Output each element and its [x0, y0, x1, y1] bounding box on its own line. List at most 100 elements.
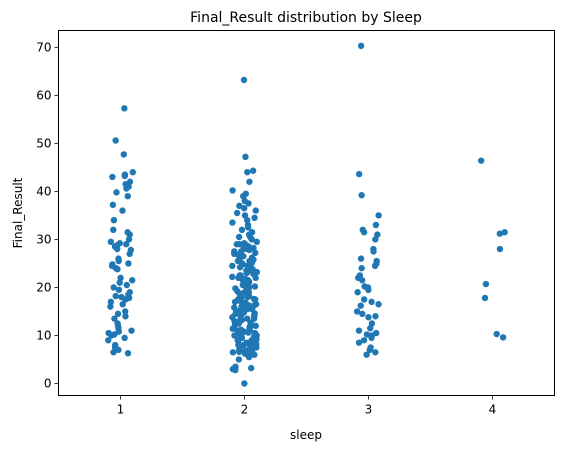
data-point: [249, 167, 257, 174]
x-tick-label: 4: [489, 403, 497, 417]
data-points: [105, 42, 508, 387]
data-point: [372, 313, 379, 320]
data-point: [229, 187, 236, 194]
x-axis-label: sleep: [290, 428, 322, 442]
data-point: [246, 257, 253, 265]
data-point: [244, 315, 251, 322]
data-point: [357, 42, 365, 50]
data-point: [251, 214, 258, 221]
data-point: [365, 286, 372, 294]
data-point: [353, 308, 361, 315]
y-tick-label: 60: [36, 88, 51, 102]
data-point: [252, 322, 259, 330]
data-point: [123, 281, 130, 289]
data-point: [482, 280, 490, 288]
data-point: [244, 293, 251, 301]
data-point: [243, 284, 251, 291]
data-point: [355, 327, 363, 334]
data-point: [358, 277, 366, 284]
data-point: [244, 224, 252, 231]
data-point: [245, 353, 253, 361]
data-point: [126, 231, 133, 238]
data-point: [233, 209, 241, 217]
data-point: [240, 76, 248, 84]
data-point: [122, 313, 129, 320]
data-point: [375, 301, 382, 308]
data-point: [250, 295, 258, 303]
y-tick-label: 70: [36, 40, 51, 54]
y-tick-label: 40: [36, 184, 51, 198]
data-point: [120, 151, 127, 158]
data-point: [229, 219, 236, 226]
plot-frame: [58, 30, 555, 396]
data-point: [252, 207, 259, 214]
data-point: [372, 349, 379, 356]
y-tick-label: 0: [44, 376, 52, 390]
data-point: [366, 346, 373, 354]
data-point: [372, 236, 379, 243]
data-point: [246, 233, 254, 241]
data-point: [107, 238, 115, 246]
data-point: [371, 262, 379, 270]
data-point: [242, 153, 249, 161]
data-point: [115, 286, 123, 294]
data-point: [252, 274, 259, 282]
data-point: [129, 277, 136, 284]
data-point: [238, 334, 246, 342]
data-point: [499, 334, 507, 341]
data-point: [241, 380, 248, 387]
data-point: [123, 241, 130, 248]
data-point: [363, 351, 370, 358]
data-point: [122, 296, 129, 303]
data-point: [244, 217, 251, 224]
data-point: [115, 346, 122, 354]
data-point: [111, 315, 118, 322]
data-point: [237, 272, 244, 279]
data-point: [496, 245, 504, 253]
data-point: [240, 341, 247, 349]
data-point: [236, 202, 243, 209]
data-point: [116, 279, 123, 286]
data-point: [119, 207, 126, 214]
x-tick-label: 1: [117, 403, 125, 417]
data-point: [365, 314, 372, 321]
data-point: [251, 310, 258, 317]
data-point: [115, 257, 122, 265]
data-point: [235, 233, 243, 241]
data-point: [112, 137, 119, 144]
data-point: [231, 332, 238, 339]
data-point: [247, 319, 254, 327]
data-point: [114, 310, 122, 318]
data-point: [372, 221, 380, 229]
data-point: [122, 308, 129, 315]
data-point: [114, 245, 121, 253]
data-point: [110, 217, 118, 224]
data-point: [232, 366, 239, 374]
data-point: [354, 289, 361, 296]
data-point: [241, 212, 249, 219]
data-point: [481, 294, 489, 302]
data-point: [108, 332, 115, 339]
data-point: [121, 172, 128, 180]
data-point: [238, 226, 246, 234]
data-point: [253, 332, 260, 339]
data-point: [229, 273, 236, 281]
y-tick-label: 10: [36, 328, 51, 342]
data-point: [247, 364, 255, 372]
data-point: [125, 260, 132, 267]
data-point: [114, 265, 121, 273]
data-point: [245, 329, 252, 336]
data-point: [368, 320, 376, 327]
data-point: [360, 296, 368, 303]
data-point: [360, 337, 368, 344]
data-point: [359, 310, 366, 318]
data-point: [370, 248, 377, 255]
data-point: [363, 331, 371, 338]
data-point: [367, 325, 374, 332]
data-point: [493, 330, 500, 338]
data-point: [357, 255, 365, 262]
data-point: [236, 317, 243, 325]
data-point: [248, 337, 255, 344]
y-tick-label: 30: [36, 232, 51, 246]
